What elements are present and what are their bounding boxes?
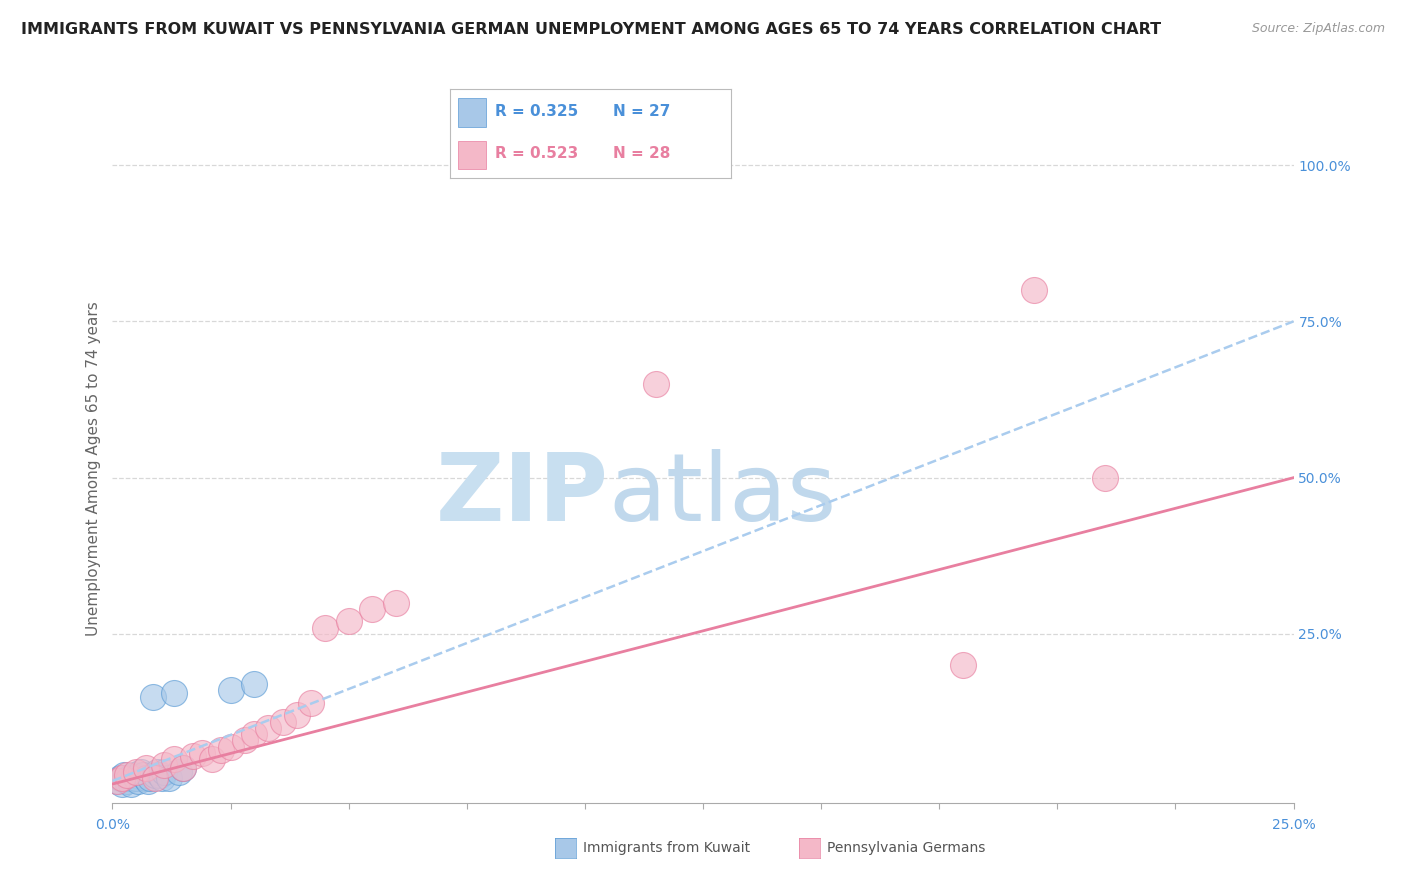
Point (243, 727, 266, 741)
Point (157, 771, 180, 785)
Text: Pennsylvania Germans: Pennsylvania Germans (827, 841, 986, 855)
Point (285, 708, 308, 723)
Point (132, 767, 155, 781)
Point (146, 764, 169, 779)
Point (125, 771, 148, 785)
Point (153, 764, 176, 779)
Point (233, 733, 256, 747)
Point (172, 761, 194, 775)
Point (167, 764, 190, 779)
Point (149, 767, 172, 781)
Point (105, 773, 128, 788)
Bar (458, 141, 486, 169)
Point (201, 752, 224, 766)
Point (118, 771, 141, 785)
Point (1022, 283, 1045, 297)
Point (115, 767, 138, 781)
Point (112, 767, 135, 781)
Point (243, 677, 266, 691)
Point (115, 773, 138, 788)
Point (219, 739, 242, 754)
Point (191, 746, 214, 760)
Point (257, 721, 280, 735)
Point (181, 748, 204, 763)
Point (143, 767, 166, 781)
Text: Immigrants from Kuwait: Immigrants from Kuwait (583, 841, 751, 855)
Point (136, 773, 159, 788)
Point (111, 777, 134, 791)
Point (153, 758, 176, 772)
Point (125, 764, 148, 779)
Text: N = 27: N = 27 (613, 104, 671, 120)
Text: Source: ZipAtlas.com: Source: ZipAtlas.com (1251, 22, 1385, 36)
Point (271, 714, 294, 729)
Point (952, 658, 974, 673)
Point (122, 767, 145, 781)
Point (337, 615, 360, 629)
Text: IMMIGRANTS FROM KUWAIT VS PENNSYLVANIA GERMAN UNEMPLOYMENT AMONG AGES 65 TO 74 Y: IMMIGRANTS FROM KUWAIT VS PENNSYLVANIA G… (21, 22, 1161, 37)
Point (129, 764, 152, 779)
Point (142, 690, 165, 704)
Point (1094, 471, 1116, 485)
Point (163, 752, 186, 766)
Point (644, 376, 666, 391)
Point (163, 686, 186, 700)
Text: R = 0.325: R = 0.325 (495, 104, 578, 120)
Point (135, 771, 157, 785)
Text: 25.0%: 25.0% (1271, 818, 1316, 832)
Point (135, 761, 157, 775)
Text: R = 0.523: R = 0.523 (495, 146, 578, 161)
Point (150, 771, 173, 785)
Text: N = 28: N = 28 (613, 146, 671, 161)
Point (172, 761, 194, 775)
Point (108, 771, 131, 785)
Point (127, 773, 149, 788)
Bar (458, 98, 486, 127)
Text: atlas: atlas (609, 449, 837, 541)
Text: ZIP: ZIP (436, 449, 609, 541)
Point (139, 771, 162, 785)
Point (111, 771, 134, 785)
Point (105, 773, 128, 788)
Point (120, 777, 142, 791)
Point (219, 683, 242, 698)
Point (299, 696, 322, 710)
Point (314, 621, 336, 635)
Point (361, 602, 384, 616)
Y-axis label: Unemployment Among Ages 65 to 74 years: Unemployment Among Ages 65 to 74 years (86, 301, 101, 636)
Point (209, 742, 232, 756)
Point (143, 771, 166, 785)
Point (385, 596, 408, 610)
Text: 0.0%: 0.0% (96, 818, 129, 832)
